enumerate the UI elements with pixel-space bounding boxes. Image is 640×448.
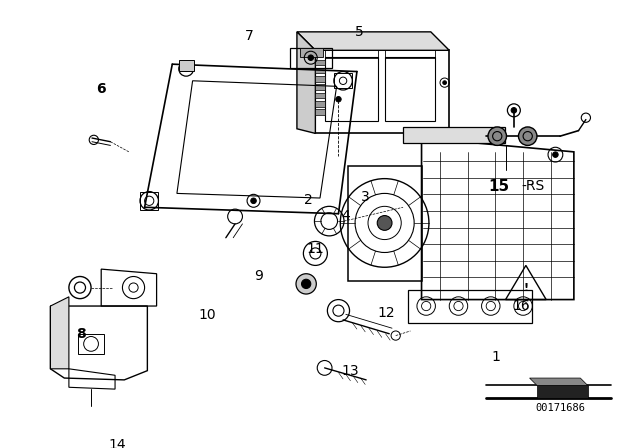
Polygon shape [51, 297, 69, 369]
Text: 7: 7 [244, 30, 253, 43]
Text: 15: 15 [488, 178, 509, 194]
Polygon shape [537, 385, 588, 398]
Bar [324, 50, 378, 58]
Bar [140, 192, 159, 210]
Bar [316, 60, 324, 65]
Text: 8: 8 [76, 327, 86, 341]
Circle shape [518, 127, 537, 146]
Polygon shape [297, 32, 316, 134]
Text: 12: 12 [378, 306, 396, 320]
Text: 11: 11 [307, 242, 324, 256]
Text: 2: 2 [303, 193, 312, 207]
Polygon shape [403, 127, 504, 142]
Text: -RS: -RS [521, 179, 545, 193]
Text: 00171686: 00171686 [535, 403, 585, 413]
Bar [316, 76, 324, 82]
Circle shape [443, 81, 447, 85]
Circle shape [296, 274, 316, 294]
Circle shape [184, 66, 189, 72]
Bar [385, 57, 435, 121]
Text: 6: 6 [97, 82, 106, 96]
Circle shape [511, 108, 516, 113]
Bar [316, 101, 324, 107]
Bar [78, 334, 104, 354]
Circle shape [308, 55, 314, 60]
Polygon shape [422, 138, 574, 300]
Circle shape [251, 198, 256, 203]
Bar [316, 68, 324, 73]
Text: 10: 10 [198, 308, 216, 322]
Polygon shape [300, 47, 323, 57]
Bar [385, 50, 435, 58]
Circle shape [488, 127, 506, 146]
Bar [179, 60, 193, 71]
Bar [291, 47, 332, 68]
Circle shape [301, 279, 311, 289]
Bar [316, 93, 324, 98]
Text: 1: 1 [491, 350, 500, 364]
Text: 16: 16 [513, 299, 530, 313]
Bar [324, 57, 378, 121]
Circle shape [336, 96, 341, 102]
Text: 13: 13 [342, 364, 359, 378]
Circle shape [553, 152, 558, 157]
Circle shape [377, 215, 392, 230]
Text: 14: 14 [108, 438, 125, 448]
Text: 9: 9 [253, 270, 262, 284]
Text: !: ! [524, 283, 529, 293]
Text: 4: 4 [342, 209, 350, 223]
Text: 3: 3 [361, 190, 370, 204]
Polygon shape [529, 378, 588, 385]
Text: 5: 5 [355, 25, 364, 39]
Polygon shape [297, 32, 449, 50]
Bar [316, 85, 324, 90]
Bar [316, 109, 324, 115]
Bar [334, 73, 352, 88]
